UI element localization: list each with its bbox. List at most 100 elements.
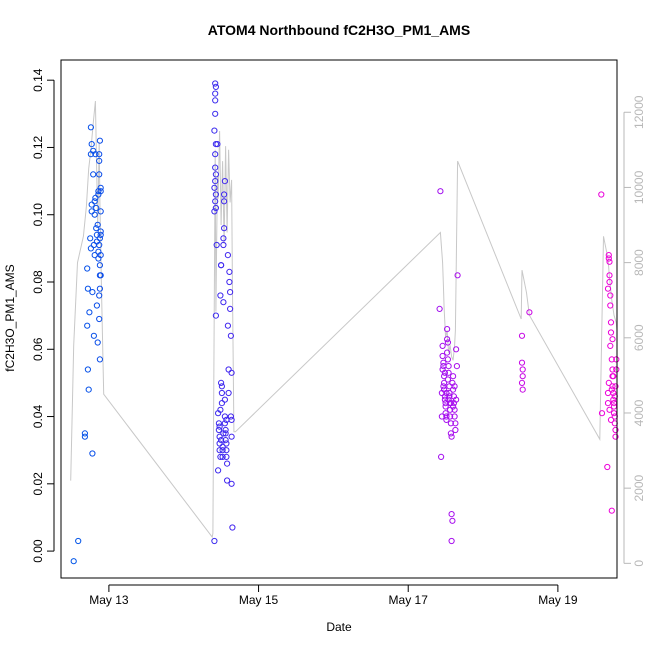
- data-point: [81, 433, 89, 440]
- data-point: [96, 241, 103, 249]
- data-point: [607, 302, 614, 309]
- data-point: [212, 198, 219, 205]
- data-point: [218, 379, 225, 386]
- data-point: [96, 262, 104, 269]
- data-point: [609, 383, 616, 390]
- x-tick-label: May 19: [538, 593, 578, 607]
- data-point: [222, 437, 229, 444]
- data-point: [226, 268, 233, 275]
- data-point: [526, 309, 533, 316]
- data-point: [91, 252, 98, 259]
- data-point: [453, 363, 460, 370]
- data-point: [612, 426, 619, 434]
- data-point: [96, 137, 104, 144]
- data-point: [219, 447, 226, 454]
- data-point: [229, 524, 236, 531]
- data-point: [217, 406, 224, 413]
- data-point: [598, 410, 606, 417]
- data-point: [452, 420, 459, 427]
- data-point: [225, 366, 232, 373]
- data-point: [608, 386, 615, 393]
- data-point: [90, 241, 98, 249]
- data-point: [212, 80, 219, 87]
- data-point: [606, 278, 613, 286]
- data-point: [212, 312, 219, 319]
- y-tick-label: 0.14: [31, 68, 45, 92]
- y2-tick-label: 2000: [632, 474, 646, 501]
- data-point: [604, 463, 611, 471]
- y-tick-label: 0.10: [31, 203, 45, 227]
- data-point: [216, 447, 223, 454]
- data-point: [218, 262, 225, 269]
- data-point: [211, 537, 218, 545]
- data-point: [212, 83, 219, 91]
- data-point: [219, 453, 226, 460]
- data-point: [84, 265, 91, 272]
- data-point: [87, 235, 94, 242]
- data-point: [215, 420, 222, 427]
- data-point: [613, 356, 620, 363]
- data-point: [218, 400, 225, 407]
- data-point: [92, 151, 99, 158]
- y-tick-label: 0.06: [31, 337, 45, 361]
- data-point: [604, 400, 612, 407]
- y-tick-label: 0.00: [31, 539, 45, 563]
- data-point: [215, 467, 222, 474]
- data-point: [613, 366, 620, 373]
- plot-frame: [60, 59, 618, 579]
- data-point: [94, 339, 101, 346]
- data-point: [86, 309, 93, 316]
- data-point: [224, 252, 231, 259]
- data-point: [607, 416, 615, 423]
- line-layer: [70, 100, 618, 539]
- y2-tick-label: 0: [632, 560, 646, 567]
- axes-layer: May 13 May 15 May 17 May 19 0.00 0.02 0.04 0.06…: [31, 59, 646, 607]
- data-point: [93, 302, 101, 309]
- data-point: [212, 90, 219, 97]
- data-point: [439, 352, 446, 360]
- data-point: [448, 537, 455, 545]
- data-point: [216, 423, 223, 430]
- data-point: [445, 369, 452, 376]
- x-axis-label: Date: [326, 620, 352, 634]
- data-point: [212, 110, 219, 117]
- data-point: [226, 278, 233, 286]
- data-point: [444, 349, 451, 356]
- y-tick-label: 0.12: [31, 135, 45, 159]
- data-point: [217, 292, 224, 299]
- y-tick-label: 0.02: [31, 472, 45, 496]
- data-point: [97, 272, 104, 279]
- data-point: [212, 204, 219, 212]
- data-point: [518, 379, 526, 386]
- data-point: [519, 373, 526, 380]
- data-point: [94, 221, 101, 228]
- data-point: [604, 285, 612, 292]
- data-point: [607, 319, 615, 326]
- data-point: [605, 379, 612, 386]
- data-point: [222, 430, 229, 437]
- y2-tick-label: 6000: [632, 324, 646, 351]
- data-point: [605, 255, 612, 262]
- data-point: [612, 383, 619, 390]
- data-point: [610, 396, 617, 403]
- data-point: [518, 359, 526, 366]
- data-point: [441, 379, 448, 386]
- data-point: [450, 386, 457, 393]
- data-point: [440, 383, 447, 390]
- data-point: [220, 241, 227, 249]
- data-point: [218, 383, 225, 390]
- data-point: [441, 396, 448, 403]
- data-point: [224, 477, 231, 484]
- data-point: [97, 231, 104, 238]
- data-point: [81, 430, 89, 437]
- data-point: [93, 204, 100, 212]
- data-point: [84, 322, 91, 329]
- data-point: [223, 440, 230, 447]
- data-point: [70, 558, 77, 565]
- data-point: [451, 413, 458, 420]
- data-point: [212, 97, 219, 104]
- data-point: [228, 369, 235, 376]
- data-point: [93, 231, 101, 238]
- data-point: [211, 127, 218, 134]
- data-point: [448, 433, 455, 440]
